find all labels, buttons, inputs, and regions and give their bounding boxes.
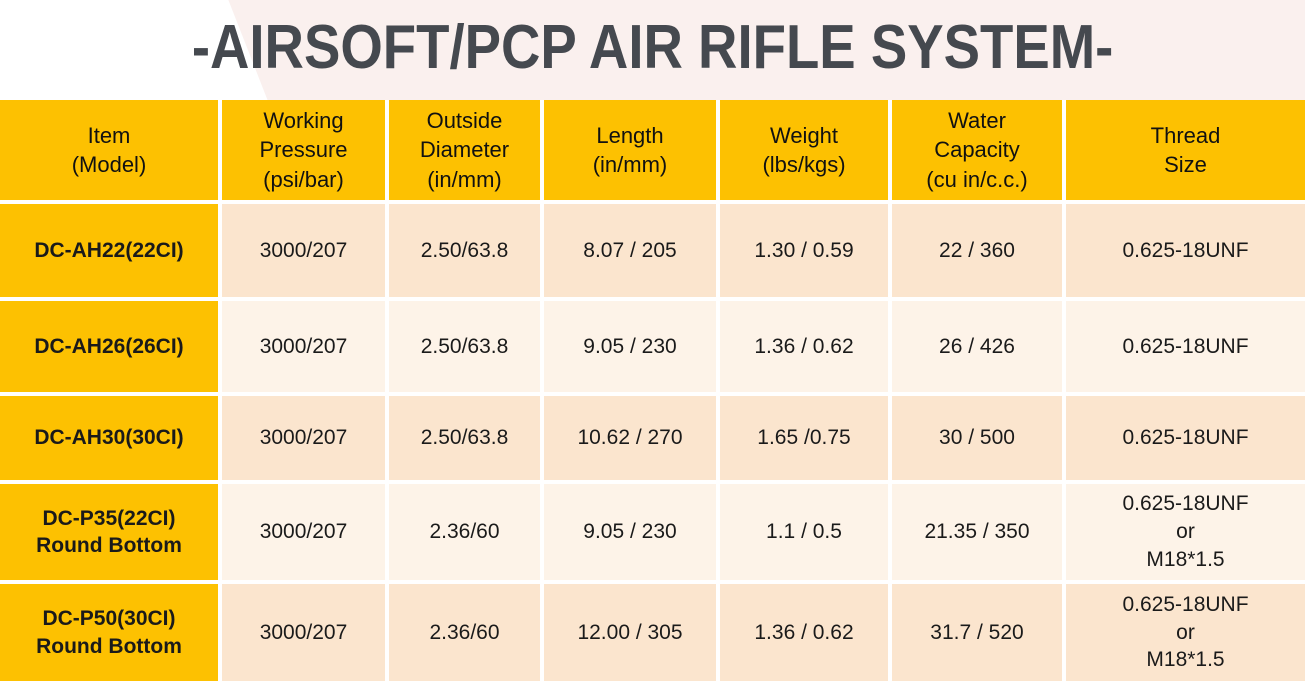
header-length: Length (in/mm) <box>544 100 716 200</box>
header-item-model: Item (Model) <box>0 100 218 200</box>
table-cell: 31.7 / 520 <box>892 584 1062 681</box>
page-title: -AIRSOFT/PCP AIR RIFLE SYSTEM- <box>191 12 1114 82</box>
table-cell: 0.625-18UNF or M18*1.5 <box>1066 584 1305 681</box>
table-cell: 1.1 / 0.5 <box>720 484 888 580</box>
table-cell: 1.30 / 0.59 <box>720 204 888 297</box>
header-water-capacity: Water Capacity (cu in/c.c.) <box>892 100 1062 200</box>
table-cell: 2.36/60 <box>389 484 540 580</box>
header-outside-diameter: Outside Diameter (in/mm) <box>389 100 540 200</box>
table-cell: 12.00 / 305 <box>544 584 716 681</box>
spec-table: Item (Model) Working Pressure (psi/bar) … <box>0 100 1305 681</box>
title-strip: -AIRSOFT/PCP AIR RIFLE SYSTEM- <box>0 0 1305 100</box>
table-cell: 9.05 / 230 <box>544 301 716 392</box>
table-cell: 0.625-18UNF <box>1066 301 1305 392</box>
table-cell: 8.07 / 205 <box>544 204 716 297</box>
title-background-band <box>228 0 1305 100</box>
table-cell: 0.625-18UNF or M18*1.5 <box>1066 484 1305 580</box>
table-cell: 3000/207 <box>222 301 385 392</box>
table-cell: 3000/207 <box>222 584 385 681</box>
table-cell: 2.50/63.8 <box>389 204 540 297</box>
table-cell: 3000/207 <box>222 204 385 297</box>
table-cell: 0.625-18UNF <box>1066 396 1305 480</box>
table-cell: 2.50/63.8 <box>389 396 540 480</box>
header-weight: Weight (lbs/kgs) <box>720 100 888 200</box>
model-cell: DC-AH22(22CI) <box>0 204 218 297</box>
model-cell: DC-AH26(26CI) <box>0 301 218 392</box>
table-cell: 21.35 / 350 <box>892 484 1062 580</box>
model-cell: DC-P35(22CI) Round Bottom <box>0 484 218 580</box>
table-cell: 1.36 / 0.62 <box>720 584 888 681</box>
table-cell: 26 / 426 <box>892 301 1062 392</box>
table-cell: 1.36 / 0.62 <box>720 301 888 392</box>
table-cell: 0.625-18UNF <box>1066 204 1305 297</box>
table-cell: 1.65 /0.75 <box>720 396 888 480</box>
table-cell: 2.36/60 <box>389 584 540 681</box>
header-working-pressure: Working Pressure (psi/bar) <box>222 100 385 200</box>
table-cell: 22 / 360 <box>892 204 1062 297</box>
header-thread-size: Thread Size <box>1066 100 1305 200</box>
model-cell: DC-P50(30CI) Round Bottom <box>0 584 218 681</box>
model-cell: DC-AH30(30CI) <box>0 396 218 480</box>
table-cell: 10.62 / 270 <box>544 396 716 480</box>
table-cell: 3000/207 <box>222 484 385 580</box>
table-cell: 2.50/63.8 <box>389 301 540 392</box>
table-cell: 3000/207 <box>222 396 385 480</box>
table-cell: 30 / 500 <box>892 396 1062 480</box>
table-cell: 9.05 / 230 <box>544 484 716 580</box>
